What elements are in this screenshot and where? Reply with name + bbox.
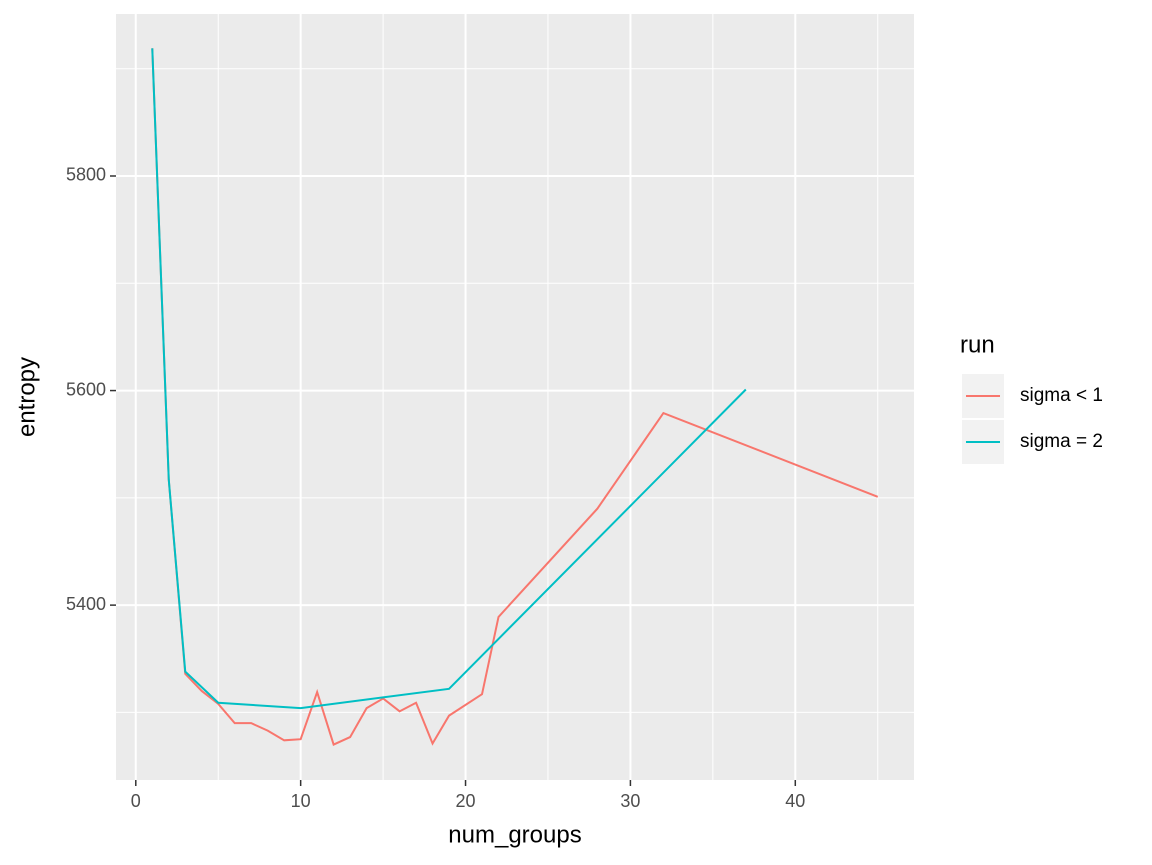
line (151, 48, 879, 746)
y-tick-label: 5800 (66, 165, 106, 185)
x-tick-label: 30 (620, 791, 640, 811)
legend-label: sigma = 2 (1020, 431, 1103, 452)
line (151, 48, 747, 710)
y-tick-label: 5600 (66, 379, 106, 399)
y-axis-label: entropy (13, 357, 40, 437)
x-tick-label: 10 (291, 791, 311, 811)
panel (116, 14, 914, 780)
y-tick-label: 5400 (66, 594, 106, 614)
legend-title: run (960, 331, 995, 358)
legend-label: sigma < 1 (1020, 385, 1103, 406)
x-tick-label: 20 (456, 791, 476, 811)
x-tick-label: 0 (131, 791, 141, 811)
x-tick-label: 40 (785, 791, 805, 811)
x-axis-label: num_groups (448, 821, 581, 848)
